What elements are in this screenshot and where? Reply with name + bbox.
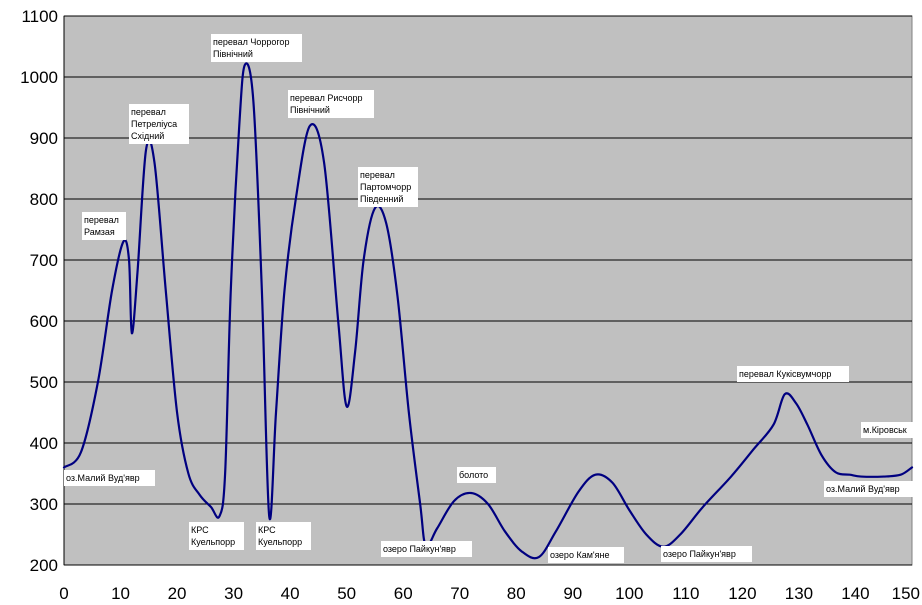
annotation-box bbox=[824, 481, 915, 497]
annotation-text: Рамзая bbox=[84, 227, 115, 237]
y-tick-label: 800 bbox=[30, 190, 58, 209]
annotation-box bbox=[358, 167, 418, 207]
annotation-label: озеро Пайкун'явр bbox=[661, 546, 752, 562]
y-tick-label: 900 bbox=[30, 129, 58, 148]
annotation-text: Східний bbox=[131, 131, 164, 141]
annotation-text: перевал Чоррогор bbox=[213, 37, 289, 47]
x-tick-label: 100 bbox=[615, 584, 643, 603]
y-tick-label: 200 bbox=[30, 556, 58, 575]
annotation-box bbox=[256, 522, 311, 550]
y-tick-label: 400 bbox=[30, 434, 58, 453]
annotation-box bbox=[861, 422, 921, 438]
annotation-label: оз.Малий Вуд'явр bbox=[64, 470, 155, 486]
annotation-label: болото bbox=[457, 467, 496, 483]
annotation-text: Партомчорр bbox=[360, 182, 411, 192]
elevation-line bbox=[62, 62, 914, 560]
x-tick-label: 110 bbox=[672, 584, 699, 603]
x-tick-label: 40 bbox=[281, 584, 300, 603]
annotation-text: озеро Пайкун'явр bbox=[383, 544, 456, 554]
annotation-label: перевал Рисчорр Північний bbox=[288, 90, 374, 118]
annotation-label: перевал Петреліуса Східний bbox=[129, 104, 189, 144]
x-tick-label: 130 bbox=[785, 584, 813, 603]
annotation-label: перевал Чоррогор Північний bbox=[211, 34, 302, 62]
y-tick-label: 600 bbox=[30, 312, 58, 331]
annotation-text: перевал bbox=[131, 107, 166, 117]
annotation-box bbox=[189, 522, 244, 550]
annotation-text: оз.Малий Вуд'явр bbox=[66, 473, 140, 483]
x-tick-label: 80 bbox=[507, 584, 526, 603]
annotation-label: КРС Куельпорр bbox=[256, 522, 311, 550]
annotation-text: м.Кіровськ bbox=[863, 425, 907, 435]
annotation-label: КРС Куельпорр bbox=[189, 522, 244, 550]
annotation-box bbox=[737, 366, 849, 382]
x-tick-label: 90 bbox=[563, 584, 582, 603]
y-tick-label: 500 bbox=[30, 373, 58, 392]
annotation-text: перевал bbox=[360, 170, 395, 180]
annotation-text: Куельпорр bbox=[191, 537, 235, 547]
x-tick-label: 10 bbox=[111, 584, 130, 603]
annotation-box bbox=[661, 546, 752, 562]
x-tick-label: 70 bbox=[450, 584, 469, 603]
y-tick-label: 700 bbox=[30, 251, 58, 270]
y-tick-label: 1100 bbox=[21, 7, 58, 26]
annotation-text: КРС bbox=[191, 525, 209, 535]
y-tick-label: 1000 bbox=[20, 68, 58, 87]
annotation-box bbox=[82, 212, 126, 240]
x-tick-label: 0 bbox=[59, 584, 68, 603]
x-tick-labels: 0 10 20 30 40 50 60 70 80 90 100 110 120 130 140 150 bbox=[59, 584, 920, 603]
annotation-text: оз.Малий Вуд'явр bbox=[826, 484, 900, 494]
x-tick-label: 30 bbox=[224, 584, 243, 603]
annotation-label: перевал Рамзая bbox=[82, 212, 126, 240]
annotation-text: озеро Пайкун'явр bbox=[663, 549, 736, 559]
annotation-label: перевал Партомчорр Південний bbox=[358, 167, 418, 207]
annotation-text: Південний bbox=[360, 194, 403, 204]
annotation-label: озеро Кам'яне bbox=[548, 547, 624, 563]
grid-lines bbox=[63, 15, 912, 566]
annotation-box bbox=[211, 34, 302, 62]
annotation-box bbox=[288, 90, 374, 118]
annotation-text: перевал bbox=[84, 215, 119, 225]
y-tick-label: 300 bbox=[30, 495, 58, 514]
annotation-label: м.Кіровськ bbox=[861, 422, 921, 438]
annotations: перевалРамзаяперевалПетреліусаСхіднийпер… bbox=[64, 34, 921, 563]
annotation-text: озеро Кам'яне bbox=[550, 550, 609, 560]
annotation-box bbox=[64, 470, 155, 486]
annotation-box bbox=[457, 467, 496, 483]
annotation-box bbox=[129, 104, 189, 144]
x-tick-label: 60 bbox=[394, 584, 413, 603]
annotation-text: Куельпорр bbox=[258, 537, 302, 547]
annotation-label: перевал Кукісвумчорр bbox=[737, 366, 849, 382]
annotation-label: озеро Пайкун'явр bbox=[381, 541, 472, 557]
annotation-text: КРС bbox=[258, 525, 276, 535]
x-tick-label: 50 bbox=[337, 584, 356, 603]
annotation-text: Північний bbox=[213, 49, 253, 59]
annotation-text: болото bbox=[459, 470, 488, 480]
annotation-text: Петреліуса bbox=[131, 119, 177, 129]
x-tick-label: 150 bbox=[892, 584, 920, 603]
annotation-text: перевал Рисчорр bbox=[290, 93, 362, 103]
x-tick-label: 140 bbox=[841, 584, 869, 603]
annotation-text: Північний bbox=[290, 105, 330, 115]
x-tick-label: 120 bbox=[728, 584, 756, 603]
annotation-box bbox=[381, 541, 472, 557]
annotation-text: перевал Кукісвумчорр bbox=[739, 369, 831, 379]
annotation-label: оз.Малий Вуд'явр bbox=[824, 481, 915, 497]
x-tick-label: 20 bbox=[168, 584, 187, 603]
annotation-box bbox=[548, 547, 624, 563]
y-tick-labels: 200 300 400 500 600 700 800 900 1000 1100 bbox=[20, 7, 58, 575]
